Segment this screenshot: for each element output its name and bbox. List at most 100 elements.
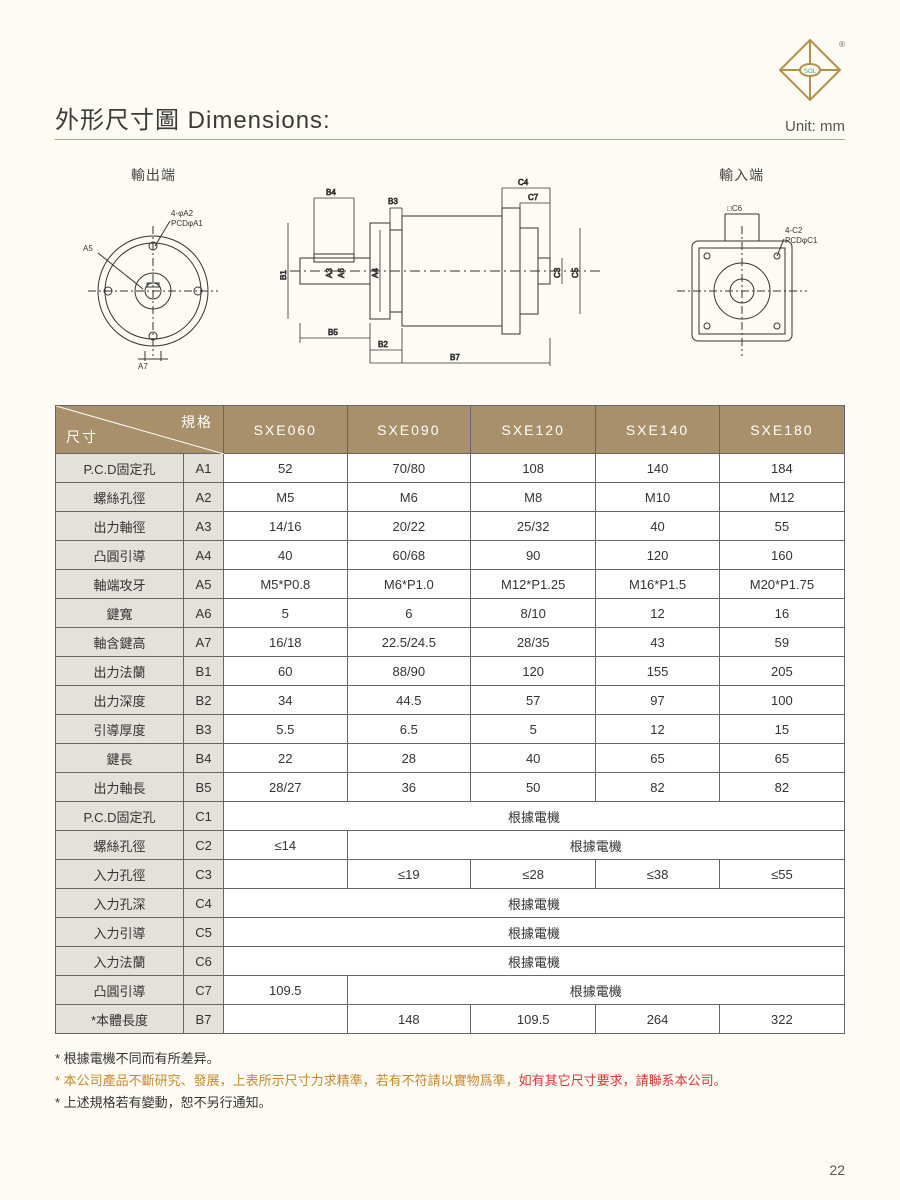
row-value: 57 [471, 686, 596, 715]
svg-text:4-C2: 4-C2 [785, 226, 803, 235]
row-value: 16 [719, 599, 844, 628]
table-row: 出力軸長B528/2736508282 [56, 773, 845, 802]
table-row: 引導厚度B35.56.551215 [56, 715, 845, 744]
row-value: 97 [596, 686, 720, 715]
row-value: 16/18 [224, 628, 348, 657]
row-value: 28/35 [471, 628, 596, 657]
svg-text:C3: C3 [553, 267, 562, 278]
row-value: 120 [471, 657, 596, 686]
svg-text:C5: C5 [571, 267, 580, 278]
row-value: M6 [347, 483, 471, 512]
svg-text:A7: A7 [138, 362, 148, 371]
row-span-value: 根據電機 [347, 976, 844, 1005]
row-code: C5 [184, 918, 224, 947]
row-span-value: 根據電機 [224, 802, 845, 831]
row-code: A5 [184, 570, 224, 599]
table-row: 凸圓引導A44060/6890120160 [56, 541, 845, 570]
row-code: A7 [184, 628, 224, 657]
row-label: 鍵寬 [56, 599, 184, 628]
row-value: 140 [596, 454, 720, 483]
table-row: 凸圓引導C7109.5根據電機 [56, 976, 845, 1005]
svg-text:C4: C4 [518, 178, 529, 187]
row-label: 出力深度 [56, 686, 184, 715]
table-row: 軸端攻牙A5M5*P0.8M6*P1.0M12*P1.25M16*P1.5M20… [56, 570, 845, 599]
row-value: ≤38 [596, 860, 720, 889]
row-value: 25/32 [471, 512, 596, 541]
row-value: 59 [719, 628, 844, 657]
row-label: P.C.D固定孔 [56, 454, 184, 483]
row-value: 52 [224, 454, 348, 483]
row-code: B7 [184, 1005, 224, 1034]
row-value: 40 [471, 744, 596, 773]
row-value: 12 [596, 715, 720, 744]
row-label: 凸圓引導 [56, 976, 184, 1005]
row-label: 入力法蘭 [56, 947, 184, 976]
svg-text:®: ® [839, 40, 845, 49]
row-value: 5 [224, 599, 348, 628]
row-label: P.C.D固定孔 [56, 802, 184, 831]
svg-text:C7: C7 [528, 193, 539, 202]
footnotes: * 根據電機不同而有所差异。 * 本公司產品不斷研究、發展，上表所示尺寸力求精準… [55, 1048, 845, 1114]
input-label: 輸入端 [667, 165, 817, 185]
table-row: 入力引導C5根據電機 [56, 918, 845, 947]
row-label: 出力軸徑 [56, 512, 184, 541]
svg-text:A4: A4 [371, 268, 380, 278]
row-value: 20/22 [347, 512, 471, 541]
row-label: 軸含鍵高 [56, 628, 184, 657]
row-value: 205 [719, 657, 844, 686]
row-value: M12 [719, 483, 844, 512]
row-label: 引導厚度 [56, 715, 184, 744]
row-label: 入力引導 [56, 918, 184, 947]
row-label: 出力軸長 [56, 773, 184, 802]
page-header: 外形尺寸圖 Dimensions: Unit: mm [55, 100, 845, 140]
row-value: 88/90 [347, 657, 471, 686]
row-value: 14/16 [224, 512, 348, 541]
row-value: 148 [347, 1005, 471, 1034]
svg-text:B5: B5 [328, 328, 338, 337]
input-drawing: 輸入端 □C6 4-C2 PCDφC1 [667, 165, 817, 376]
table-row: 入力法蘭C6根據電機 [56, 947, 845, 976]
row-value: 70/80 [347, 454, 471, 483]
row-code: A4 [184, 541, 224, 570]
row-span-value: 根據電機 [224, 889, 845, 918]
note-line: * 根據電機不同而有所差异。 [55, 1048, 845, 1070]
row-value: ≤28 [471, 860, 596, 889]
row-value: 184 [719, 454, 844, 483]
row-value: 40 [224, 541, 348, 570]
row-value: 36 [347, 773, 471, 802]
svg-text:B2: B2 [378, 340, 388, 349]
row-value: 22.5/24.5 [347, 628, 471, 657]
output-drawing: 輸出端 A5 4-φA2 PCDφA1 A7 [83, 165, 223, 376]
row-value: ≤55 [719, 860, 844, 889]
row-value: 90 [471, 541, 596, 570]
svg-text:4-φA2: 4-φA2 [171, 209, 194, 218]
row-value: 43 [596, 628, 720, 657]
row-value: 44.5 [347, 686, 471, 715]
svg-text:A3: A3 [325, 268, 334, 278]
row-label: 鍵長 [56, 744, 184, 773]
row-value: 6 [347, 599, 471, 628]
row-value: 60 [224, 657, 348, 686]
row-code: C4 [184, 889, 224, 918]
row-value: 109.5 [471, 1005, 596, 1034]
row-span-value: 根據電機 [224, 947, 845, 976]
svg-text:B7: B7 [450, 353, 460, 362]
svg-text:A5: A5 [83, 244, 93, 253]
row-value: 108 [471, 454, 596, 483]
brand-logo: SOL ® [775, 35, 845, 105]
row-code: B3 [184, 715, 224, 744]
row-value: 8/10 [471, 599, 596, 628]
row-code: C7 [184, 976, 224, 1005]
page-number: 22 [829, 1162, 845, 1178]
row-value: 120 [596, 541, 720, 570]
row-value: 264 [596, 1005, 720, 1034]
table-row: 入力孔徑C3≤19≤28≤38≤55 [56, 860, 845, 889]
row-value: 22 [224, 744, 348, 773]
table-row: 入力孔深C4根據電機 [56, 889, 845, 918]
row-label: 入力孔深 [56, 889, 184, 918]
row-value [224, 1005, 348, 1034]
row-code: B5 [184, 773, 224, 802]
table-row: P.C.D固定孔A15270/80108140184 [56, 454, 845, 483]
spec-table: 規格 尺寸 SXE060 SXE090 SXE120 SXE140 SXE180… [55, 405, 845, 1034]
row-value: 5.5 [224, 715, 348, 744]
